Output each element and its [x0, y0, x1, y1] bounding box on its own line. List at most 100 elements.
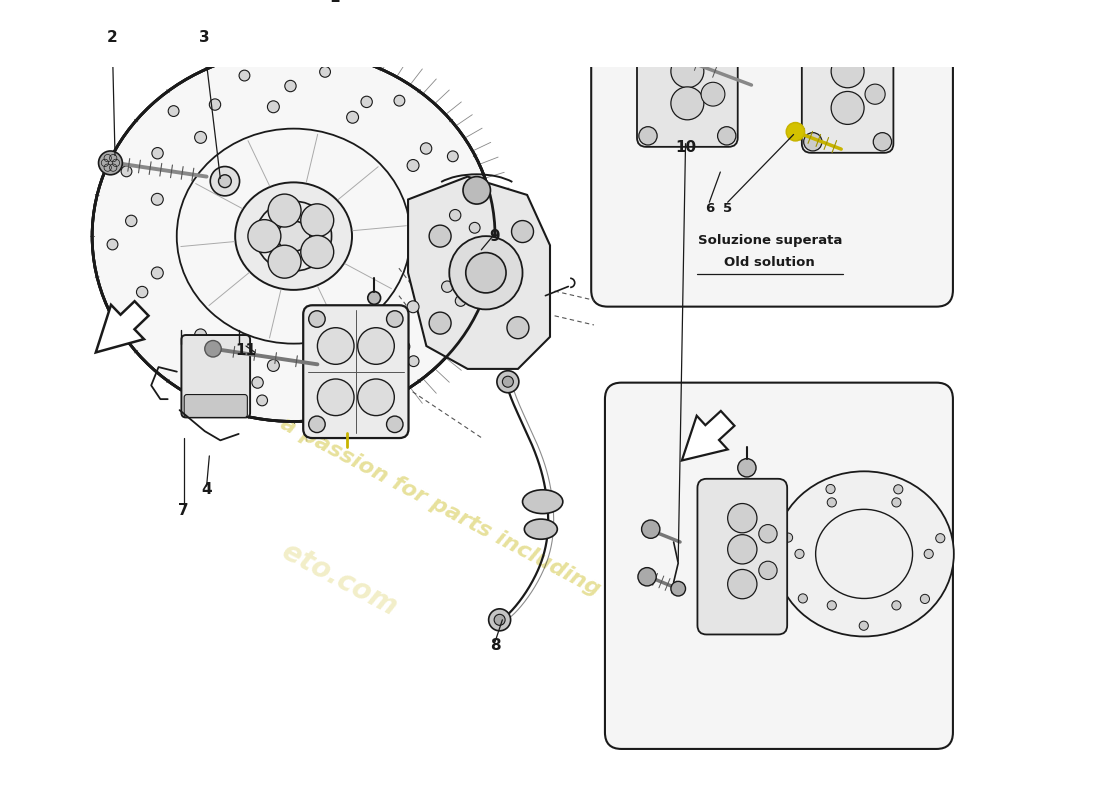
- Circle shape: [407, 301, 419, 313]
- Circle shape: [641, 520, 660, 538]
- Circle shape: [701, 41, 725, 65]
- Circle shape: [826, 485, 835, 494]
- Text: 7: 7: [178, 503, 189, 518]
- Circle shape: [804, 10, 822, 28]
- Circle shape: [309, 416, 326, 433]
- Circle shape: [429, 312, 451, 334]
- Text: 11: 11: [235, 343, 256, 358]
- Circle shape: [618, 28, 637, 46]
- Circle shape: [795, 550, 804, 558]
- Circle shape: [386, 310, 403, 327]
- Ellipse shape: [525, 519, 558, 539]
- Circle shape: [361, 96, 372, 107]
- Circle shape: [759, 562, 777, 579]
- Circle shape: [827, 498, 836, 507]
- Circle shape: [420, 143, 432, 154]
- Circle shape: [450, 210, 461, 221]
- Text: Old solution: Old solution: [725, 256, 815, 269]
- Circle shape: [408, 356, 419, 366]
- Circle shape: [394, 95, 405, 106]
- Circle shape: [832, 22, 865, 56]
- Circle shape: [285, 80, 296, 92]
- Text: 6: 6: [705, 202, 714, 215]
- FancyBboxPatch shape: [697, 478, 788, 634]
- Circle shape: [463, 177, 491, 204]
- Circle shape: [398, 341, 410, 352]
- Circle shape: [842, 0, 864, 10]
- Ellipse shape: [92, 50, 495, 422]
- Circle shape: [441, 281, 453, 292]
- Circle shape: [873, 133, 892, 151]
- Circle shape: [129, 310, 140, 322]
- Text: 3: 3: [198, 30, 209, 45]
- Circle shape: [893, 485, 903, 494]
- Circle shape: [256, 395, 267, 406]
- Circle shape: [728, 534, 757, 564]
- Circle shape: [717, 6, 736, 25]
- Circle shape: [799, 594, 807, 603]
- Circle shape: [309, 310, 326, 327]
- Text: a passion for parts including: a passion for parts including: [277, 413, 604, 599]
- Circle shape: [449, 236, 522, 310]
- Text: 8: 8: [490, 638, 500, 653]
- Circle shape: [99, 151, 122, 174]
- FancyBboxPatch shape: [605, 382, 953, 749]
- Circle shape: [465, 253, 506, 293]
- Circle shape: [209, 99, 221, 110]
- Circle shape: [455, 295, 466, 306]
- Circle shape: [121, 166, 132, 177]
- FancyArrow shape: [682, 411, 735, 461]
- Circle shape: [507, 317, 529, 338]
- Circle shape: [183, 366, 194, 377]
- Circle shape: [152, 147, 163, 159]
- FancyBboxPatch shape: [304, 306, 408, 438]
- Text: 9: 9: [490, 229, 500, 244]
- Text: 5: 5: [723, 202, 733, 215]
- Circle shape: [168, 106, 179, 117]
- Circle shape: [183, 345, 194, 356]
- Circle shape: [125, 215, 136, 226]
- Circle shape: [205, 341, 221, 357]
- Ellipse shape: [522, 490, 563, 514]
- Circle shape: [470, 222, 480, 233]
- Circle shape: [638, 568, 657, 586]
- Circle shape: [346, 111, 359, 123]
- Circle shape: [358, 379, 394, 416]
- Circle shape: [738, 458, 756, 477]
- Circle shape: [832, 91, 865, 125]
- Circle shape: [358, 328, 394, 364]
- Circle shape: [107, 239, 118, 250]
- Circle shape: [152, 194, 163, 206]
- Circle shape: [497, 370, 519, 393]
- Circle shape: [267, 101, 279, 113]
- Circle shape: [448, 151, 459, 162]
- Circle shape: [503, 376, 514, 387]
- Circle shape: [318, 328, 354, 364]
- Circle shape: [759, 525, 777, 543]
- Circle shape: [494, 614, 505, 626]
- FancyArrow shape: [96, 302, 148, 353]
- Circle shape: [873, 10, 892, 28]
- Circle shape: [865, 84, 886, 104]
- Text: 2: 2: [107, 30, 118, 45]
- Circle shape: [639, 6, 657, 25]
- Circle shape: [924, 550, 933, 558]
- Circle shape: [195, 131, 207, 143]
- Circle shape: [865, 43, 886, 63]
- Text: 1: 1: [330, 0, 340, 5]
- Circle shape: [639, 126, 657, 145]
- FancyBboxPatch shape: [591, 0, 953, 306]
- Circle shape: [320, 66, 330, 78]
- Circle shape: [488, 609, 510, 631]
- Circle shape: [136, 286, 147, 298]
- Ellipse shape: [235, 182, 352, 290]
- Circle shape: [717, 126, 736, 145]
- Circle shape: [407, 159, 419, 171]
- Circle shape: [429, 225, 451, 247]
- Circle shape: [701, 82, 725, 106]
- Circle shape: [219, 174, 231, 187]
- Ellipse shape: [277, 221, 310, 251]
- Circle shape: [512, 221, 534, 242]
- Circle shape: [430, 230, 441, 242]
- Circle shape: [367, 291, 381, 304]
